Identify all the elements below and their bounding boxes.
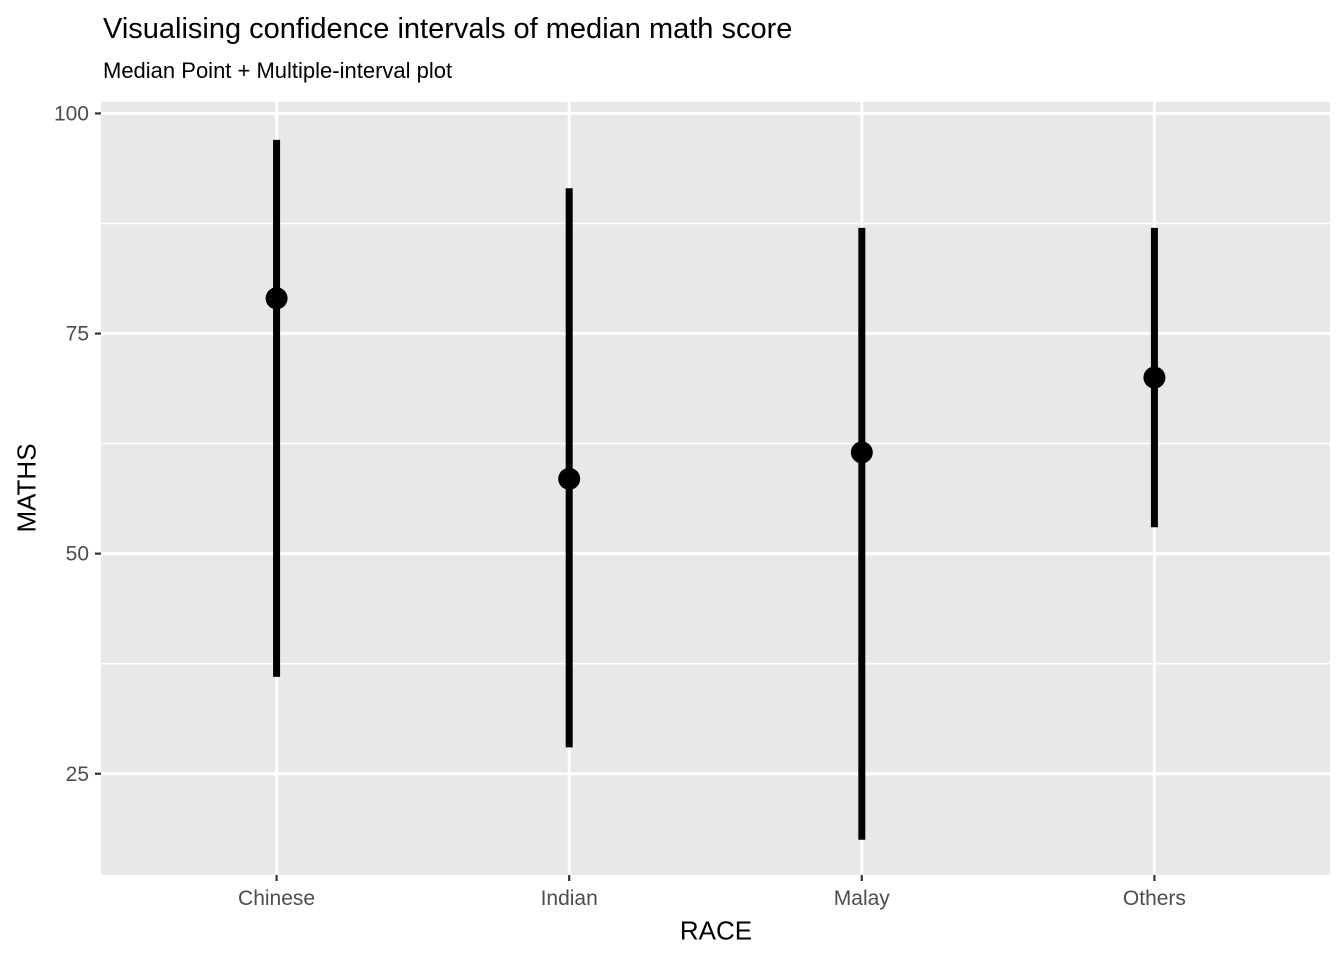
x-tick-label: Others	[1123, 887, 1186, 910]
chart-title: Visualising confidence intervals of medi…	[103, 13, 793, 45]
median-point	[558, 467, 581, 490]
y-tick-label: 50	[66, 543, 89, 566]
median-point	[265, 287, 288, 310]
y-tick-label: 100	[54, 102, 89, 125]
x-tick-label: Malay	[834, 887, 891, 910]
median-point	[1143, 366, 1166, 389]
y-tick-label: 25	[66, 763, 89, 786]
y-axis-title: MATHS	[11, 443, 42, 533]
plot-panel	[101, 102, 1330, 875]
x-tick-label: Indian	[541, 887, 598, 910]
chart-subtitle: Median Point + Multiple-interval plot	[103, 58, 453, 83]
y-tick-label: 75	[66, 323, 89, 346]
x-tick-label: Chinese	[238, 887, 315, 910]
median-point	[850, 441, 873, 464]
x-axis-title: RACE	[679, 915, 753, 946]
